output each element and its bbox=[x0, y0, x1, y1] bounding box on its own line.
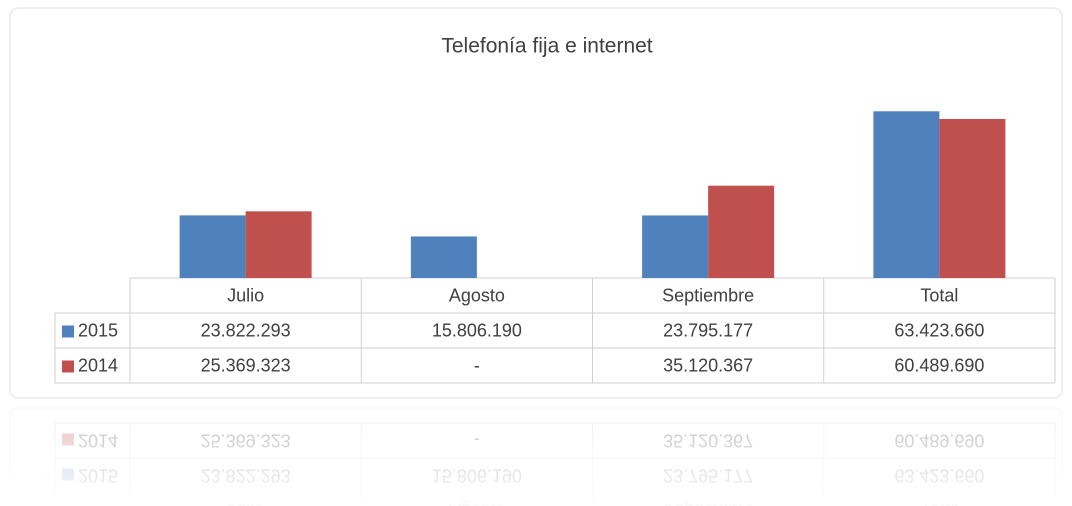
bar bbox=[873, 111, 940, 278]
bar bbox=[708, 185, 775, 278]
bar bbox=[245, 211, 312, 278]
table-value: 23.822.293 bbox=[201, 320, 291, 340]
table-value: 25.369.323 bbox=[201, 355, 291, 375]
bar bbox=[939, 118, 1006, 278]
legend-label: 2014 bbox=[78, 355, 118, 375]
category-label: Septiembre bbox=[662, 285, 754, 305]
chart: Telefonía fija e internet Julio Agosto Sep… bbox=[9, 7, 1063, 399]
table-value: 60.489.690 bbox=[894, 355, 984, 375]
bar bbox=[410, 236, 477, 278]
legend-key bbox=[62, 325, 74, 338]
bar bbox=[642, 215, 709, 278]
table-value: 23.795.177 bbox=[663, 320, 753, 340]
bar bbox=[179, 215, 246, 278]
category-label: Total bbox=[920, 285, 958, 305]
table-value: 35.120.367 bbox=[663, 355, 753, 375]
legend-label: 2015 bbox=[78, 320, 118, 340]
chart-title: Telefonía fija e internet bbox=[441, 35, 652, 58]
table-value: - bbox=[474, 355, 480, 375]
card-frame bbox=[9, 7, 1063, 399]
category-label: Julio bbox=[227, 285, 264, 305]
category-label: Agosto bbox=[449, 285, 505, 305]
chart-card: Telefonía fija e internet Julio Agosto Sep… bbox=[9, 7, 1063, 399]
table-value: 63.423.660 bbox=[894, 320, 984, 340]
table-value: 15.806.190 bbox=[432, 320, 522, 340]
legend-key bbox=[62, 360, 74, 373]
